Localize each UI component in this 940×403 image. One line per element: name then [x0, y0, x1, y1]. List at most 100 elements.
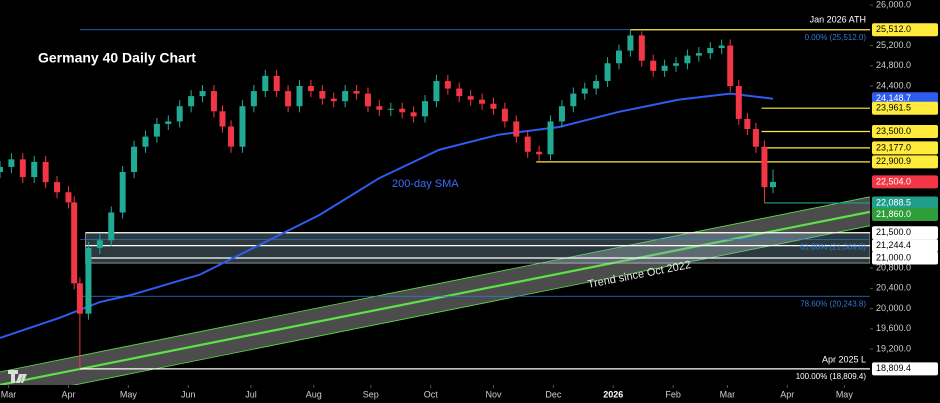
price-tag-label: 23,500.0 [876, 126, 911, 136]
price-tag [872, 196, 938, 210]
sma-label: 200-day SMA [392, 178, 459, 190]
low-label: Apr 2025 L [822, 354, 866, 364]
candle-body [71, 202, 78, 284]
x-tick-label: May [120, 389, 138, 399]
x-tick-label: Aug [306, 389, 322, 399]
candle-body [479, 99, 486, 104]
candle-body [501, 108, 508, 122]
candle-body [558, 106, 565, 122]
price-tag-label: 18,809.4 [876, 363, 911, 373]
x-tick-label: Nov [485, 389, 502, 399]
candle-body [54, 182, 61, 193]
candle-body [707, 48, 714, 54]
candle-body [581, 88, 588, 94]
y-tick-label: 19,600.0 [876, 323, 911, 333]
y-tick-label: 20,000.0 [876, 303, 911, 313]
candle-body [239, 106, 246, 147]
candle-body [744, 118, 751, 130]
candle-body [547, 121, 554, 155]
x-tick-label: Sep [363, 389, 379, 399]
x-tick-label: Jul [245, 389, 257, 399]
candle-body [85, 247, 92, 314]
candle-body [228, 126, 235, 147]
price-tag-label: 23,961.5 [876, 103, 911, 113]
plot-area [0, 29, 870, 385]
price-tag [872, 251, 938, 265]
x-tick-label: Jun [181, 389, 196, 399]
candle-body [131, 146, 138, 173]
x-tick-label: 2026 [603, 389, 623, 399]
candle-body [262, 75, 269, 92]
fib-label: 100.00% (18,809.4) [796, 372, 867, 381]
y-tick-label: 20,800.0 [876, 263, 911, 273]
candle-body [296, 86, 303, 107]
candle-body [661, 65, 668, 71]
candle-body [42, 161, 49, 183]
candle-body [330, 98, 337, 102]
candle-body [364, 93, 371, 107]
price-tag-label: 22,088.5 [876, 197, 911, 207]
candle-body [108, 212, 115, 241]
price-tag [872, 362, 938, 376]
candle-body [250, 91, 257, 107]
price-tag-label: 21,500.0 [876, 227, 911, 237]
candle-body [188, 96, 195, 107]
candle-body [31, 161, 38, 178]
candle-body [76, 283, 83, 314]
price-tag-label: 22,900.9 [876, 156, 911, 166]
candle-body [119, 172, 126, 213]
price-tag-label: 22,504.0 [876, 176, 911, 186]
candle-body [307, 86, 314, 92]
candle-body [387, 108, 394, 110]
candle-body [353, 91, 360, 94]
candle-body [673, 63, 680, 66]
candle-body [285, 91, 292, 107]
candle-body [615, 50, 622, 64]
candle-body [638, 35, 645, 61]
candle-body [490, 103, 497, 109]
candle-body [752, 129, 759, 147]
y-tick-label: 24,400.0 [876, 80, 911, 90]
candle-body [0, 166, 3, 173]
candle-body [399, 108, 406, 113]
y-tick-label: 25,200.0 [876, 40, 911, 50]
price-tag [872, 155, 938, 169]
candle-body [444, 80, 451, 89]
price-tag [872, 125, 938, 139]
logo [8, 370, 27, 383]
chart-title: Germany 40 Daily Chart [38, 50, 196, 66]
x-tick-label: Apr [780, 389, 794, 399]
candle-body [456, 88, 463, 97]
x-tick-label: Mar [720, 389, 736, 399]
candle-body [513, 121, 520, 137]
price-tag-label: 21,000.0 [876, 252, 911, 262]
candle-body [593, 80, 600, 89]
fib-label: 61.80% (21,369.8) [800, 242, 866, 251]
price-tag-label: 24,148.7 [876, 93, 911, 103]
candle-body [718, 45, 725, 49]
x-tick-label: Apr [61, 389, 75, 399]
candle-body [65, 192, 72, 203]
candle-body [467, 96, 474, 100]
candle-body [536, 151, 543, 155]
candle-body [165, 121, 172, 124]
candle-body [219, 111, 226, 127]
candle-body [727, 45, 734, 87]
candle-body [695, 53, 702, 56]
trend-line-lower [72, 225, 870, 385]
price-tag-label: 23,177.0 [876, 142, 911, 152]
price-tag [872, 175, 938, 189]
price-tag [872, 239, 938, 253]
ath-label: Jan 2026 ATH [810, 14, 866, 24]
candle-body [210, 91, 217, 112]
candle-body [422, 101, 429, 117]
candle-body [153, 123, 160, 137]
candle-body [433, 80, 440, 102]
price-tag-label: 21,860.0 [876, 209, 911, 219]
price-tag-label: 21,244.4 [876, 240, 911, 250]
candle-body [176, 106, 183, 122]
x-tick-label: Feb [665, 389, 681, 399]
price-tag [872, 23, 938, 37]
